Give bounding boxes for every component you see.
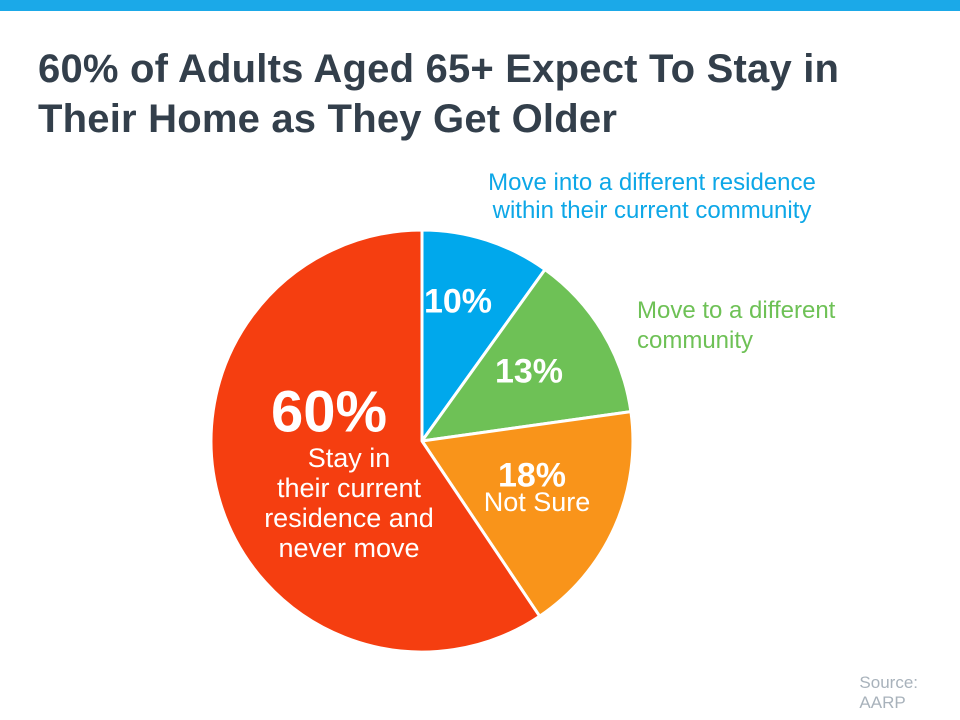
source-attribution: Source: AARP [859, 673, 918, 712]
legend-blue-line2: within their current community [492, 197, 812, 224]
legend-move-different-community: Move to a different community [637, 296, 835, 356]
stay-desc-line1: Stay in [307, 443, 391, 473]
legend-move-within-community: Move into a different residence within th… [488, 169, 816, 225]
page-title-line2: Their Home as They Get Older [38, 97, 618, 141]
pie-slice-move-within-community [420, 228, 547, 443]
page-title: 60% of Adults Aged 65+ Expect To Stay in… [38, 44, 918, 144]
pie-label-18pct: 18% [497, 456, 567, 495]
pie-label-10pct: 10% [423, 282, 493, 321]
pie-label-60pct: 60% [270, 379, 388, 445]
pie-label-not-sure: Not Sure [483, 487, 591, 517]
pie-slice-move-different-community [420, 268, 633, 443]
legend-green-line1: Move to a different [637, 297, 836, 324]
pie-slice-stay [209, 228, 542, 654]
page-title-line1: 60% of Adults Aged 65+ Expect To Stay in [38, 47, 840, 91]
top-accent-bar [0, 0, 960, 11]
stay-desc-line3: residence and [264, 503, 434, 533]
stay-desc-line4: never move [278, 533, 420, 563]
stay-desc-line2: their current [276, 473, 422, 503]
pie-label-13pct: 13% [494, 352, 564, 391]
pie-slice-not-sure [420, 410, 635, 618]
legend-blue-line1: Move into a different residence [488, 169, 816, 196]
legend-green-line2: community [637, 327, 754, 354]
pie-label-stay-description: Stay in their current residence and never m… [264, 443, 434, 563]
